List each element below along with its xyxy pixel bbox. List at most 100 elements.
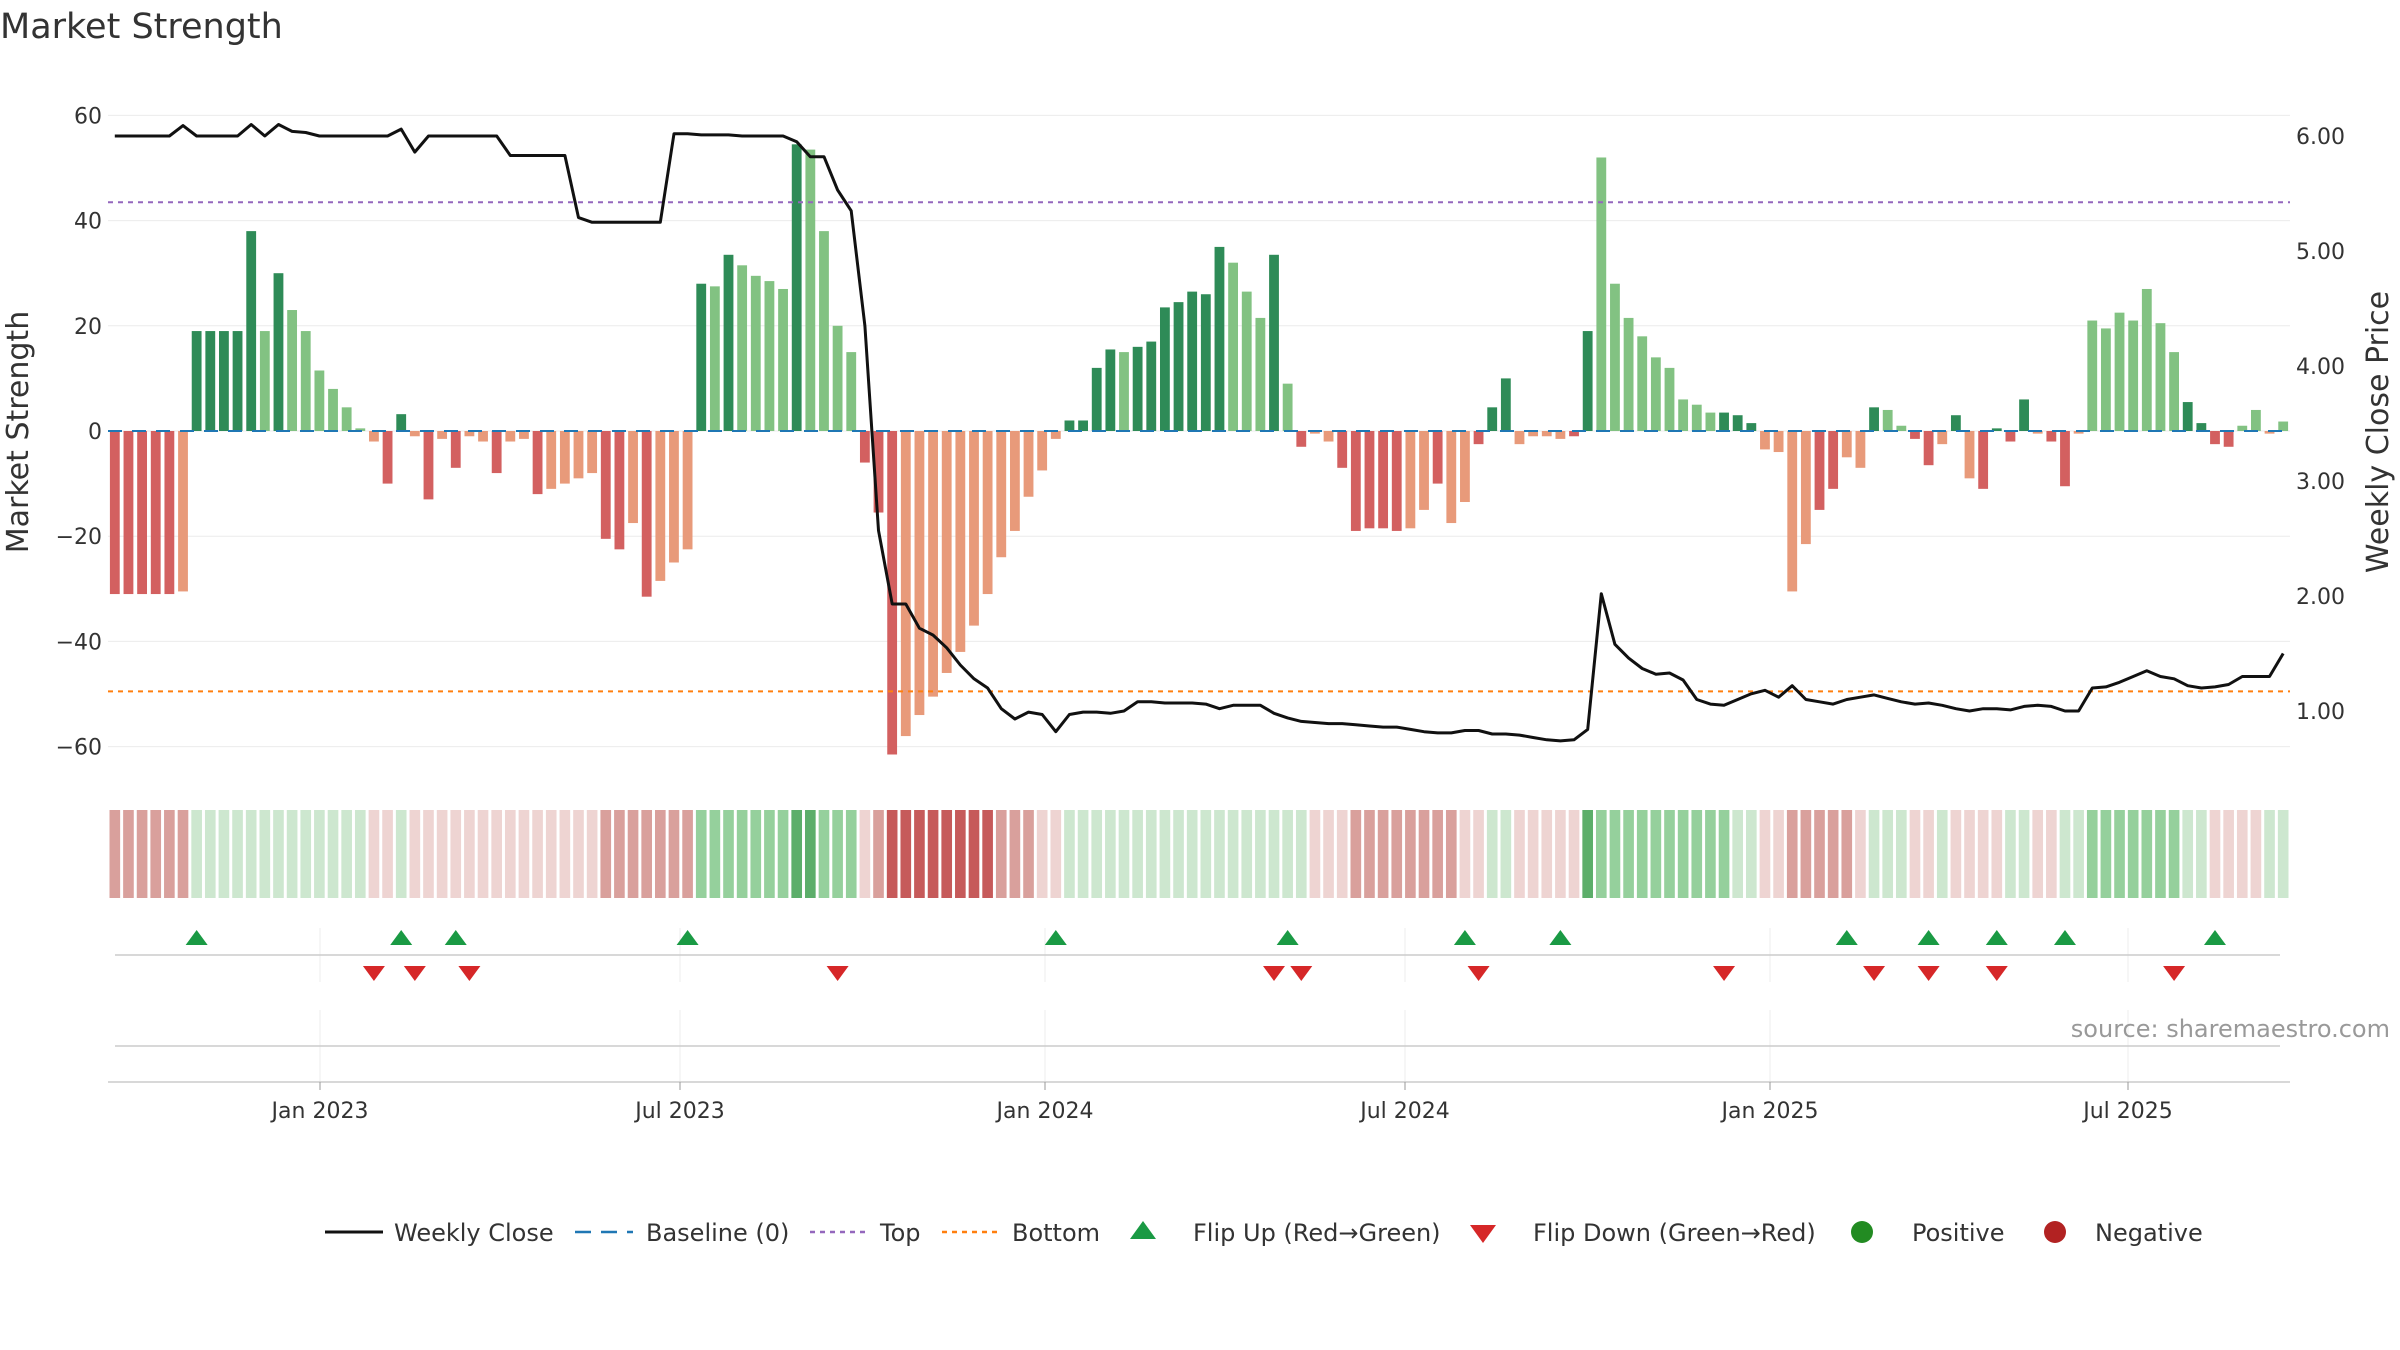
band-cell bbox=[1555, 810, 1566, 898]
band-cell bbox=[1991, 810, 2003, 898]
band-cell bbox=[2196, 810, 2207, 898]
band-cell bbox=[1677, 810, 1689, 898]
flip-down-marker bbox=[826, 966, 849, 981]
strength-bar bbox=[232, 331, 243, 431]
strength-bar bbox=[450, 431, 461, 468]
strength-bar bbox=[737, 265, 748, 431]
strength-bar bbox=[2032, 431, 2043, 434]
flip-down-marker bbox=[1917, 966, 1940, 981]
band-cell bbox=[1664, 810, 1675, 898]
chart-title: Market Strength bbox=[0, 7, 283, 47]
strength-bar bbox=[1896, 425, 1907, 431]
lower-panel bbox=[108, 1010, 2290, 1083]
strength-bar bbox=[873, 431, 884, 513]
flip-up-marker bbox=[676, 930, 699, 945]
flip-down-marker bbox=[1985, 966, 2008, 981]
x-tick-label: Jul 2023 bbox=[633, 1099, 725, 1124]
band-cell bbox=[1214, 810, 1225, 898]
strength-bar bbox=[1678, 399, 1689, 431]
flip-up-marker bbox=[185, 930, 208, 945]
strength-bar bbox=[1187, 291, 1198, 431]
band-cell bbox=[655, 810, 666, 898]
band-cell bbox=[1541, 810, 1553, 898]
strength-bar bbox=[1882, 409, 1893, 431]
strength-bar bbox=[1364, 431, 1375, 529]
strength-bar bbox=[109, 431, 120, 595]
strength-bar bbox=[1078, 420, 1088, 431]
band-cell bbox=[395, 810, 407, 898]
band-cell bbox=[2264, 810, 2275, 898]
band-cell bbox=[1636, 810, 1648, 898]
legend-label: Bottom bbox=[1012, 1219, 1100, 1247]
band-cell bbox=[1718, 810, 1730, 898]
band-cell bbox=[941, 810, 953, 898]
band-cell bbox=[845, 810, 857, 898]
band-cell bbox=[1350, 810, 1362, 898]
band-cell bbox=[259, 810, 271, 898]
flip-up-marker bbox=[1917, 930, 1940, 945]
strength-bar bbox=[2264, 431, 2275, 434]
band-cell bbox=[491, 810, 502, 898]
strength-bar bbox=[1541, 431, 1552, 437]
strength-bar bbox=[355, 428, 366, 431]
band-cell bbox=[1036, 810, 1048, 898]
band-cell bbox=[982, 810, 993, 898]
legend-label: Negative bbox=[2095, 1219, 2203, 1247]
band-cell bbox=[464, 810, 475, 898]
strength-bar bbox=[928, 431, 938, 697]
legend-item: Baseline (0) bbox=[575, 1219, 789, 1247]
strength-bar bbox=[2128, 320, 2139, 431]
x-tick-label: Jan 2023 bbox=[270, 1099, 369, 1124]
strength-bar bbox=[423, 431, 434, 500]
band-cell bbox=[1145, 810, 1157, 898]
band-cell bbox=[2073, 810, 2084, 898]
band-cell bbox=[2209, 810, 2221, 898]
x-axis-ticks: Jan 2023 Jul 2023 Jan 2024 Jul 2024 Jan 2025… bbox=[270, 1082, 2173, 1124]
strength-bar bbox=[2278, 421, 2289, 431]
y2-tick-label: 3.00 bbox=[2296, 470, 2345, 495]
band-cell bbox=[995, 810, 1007, 898]
strength-bar bbox=[205, 331, 216, 431]
band-cell bbox=[1568, 810, 1580, 898]
strength-bar bbox=[709, 286, 720, 431]
strength-bar bbox=[382, 431, 393, 484]
strength-bar bbox=[859, 431, 870, 463]
band-cell bbox=[1064, 810, 1075, 898]
band-cell bbox=[1268, 810, 1280, 898]
strength-bar bbox=[1705, 412, 1716, 431]
band-cell bbox=[1786, 810, 1798, 898]
strength-bar bbox=[314, 370, 325, 431]
band-cell bbox=[927, 810, 939, 898]
strength-bar bbox=[955, 431, 966, 652]
y2-tick-label: 1.00 bbox=[2296, 700, 2345, 725]
strength-bar bbox=[819, 231, 829, 431]
y2-axis-ticks: 6.00 5.00 4.00 3.00 2.00 1.00 bbox=[2296, 125, 2345, 725]
strength-bar bbox=[1105, 349, 1116, 431]
band-cell bbox=[1336, 810, 1348, 898]
band-cell bbox=[764, 810, 775, 898]
strength-bar bbox=[1050, 431, 1061, 439]
strength-bar bbox=[1787, 431, 1798, 592]
band-cell bbox=[409, 810, 421, 898]
flip-up-marker bbox=[1276, 930, 1299, 945]
flip-down-marker bbox=[403, 966, 426, 981]
flip-down-marker bbox=[1863, 966, 1886, 981]
band-cell bbox=[1077, 810, 1089, 898]
band-cell bbox=[177, 810, 189, 898]
flip-down-marker bbox=[362, 966, 385, 981]
band-cell bbox=[1896, 810, 1907, 898]
y2-tick-label: 2.00 bbox=[2296, 585, 2345, 610]
strength-bar bbox=[1200, 294, 1211, 431]
band-cell bbox=[914, 810, 925, 898]
flip-down-marker bbox=[1290, 966, 1313, 981]
strength-bar bbox=[1473, 431, 1484, 445]
strength-bar bbox=[396, 414, 407, 431]
strength-bar bbox=[1991, 428, 2002, 431]
flip-up-marker bbox=[1044, 930, 1067, 945]
band-cell bbox=[327, 810, 339, 898]
band-cell bbox=[777, 810, 789, 898]
legend-item: Positive bbox=[1851, 1219, 2005, 1247]
strength-bar bbox=[1650, 357, 1661, 431]
strength-bar bbox=[1610, 283, 1620, 431]
strength-bar bbox=[300, 331, 311, 431]
